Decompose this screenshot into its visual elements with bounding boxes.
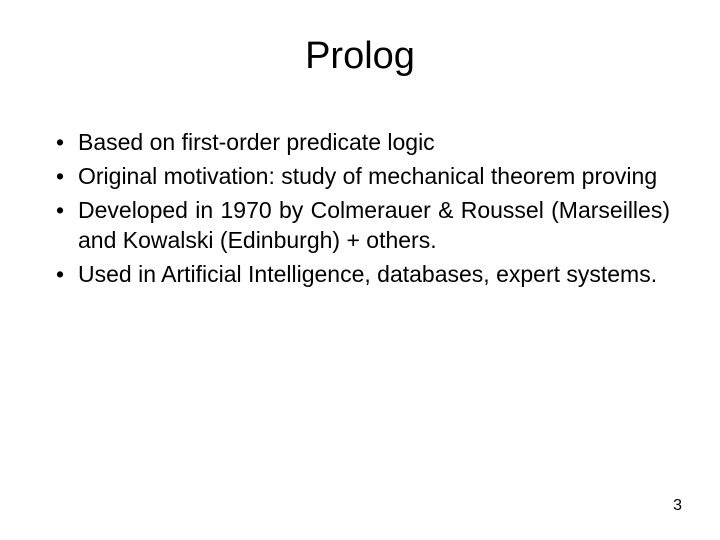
list-item: Developed in 1970 by Colmerauer & Rousse… <box>50 196 670 256</box>
slide-title: Prolog <box>50 35 670 78</box>
list-item: Original motivation: study of mechanical… <box>50 162 670 192</box>
list-item: Used in Artificial Intelligence, databas… <box>50 260 670 290</box>
list-item: Based on first-order predicate logic <box>50 128 670 158</box>
page-number: 3 <box>673 497 682 515</box>
slide-container: Prolog Based on first-order predicate lo… <box>0 0 720 540</box>
bullet-list: Based on first-order predicate logic Ori… <box>50 128 670 289</box>
